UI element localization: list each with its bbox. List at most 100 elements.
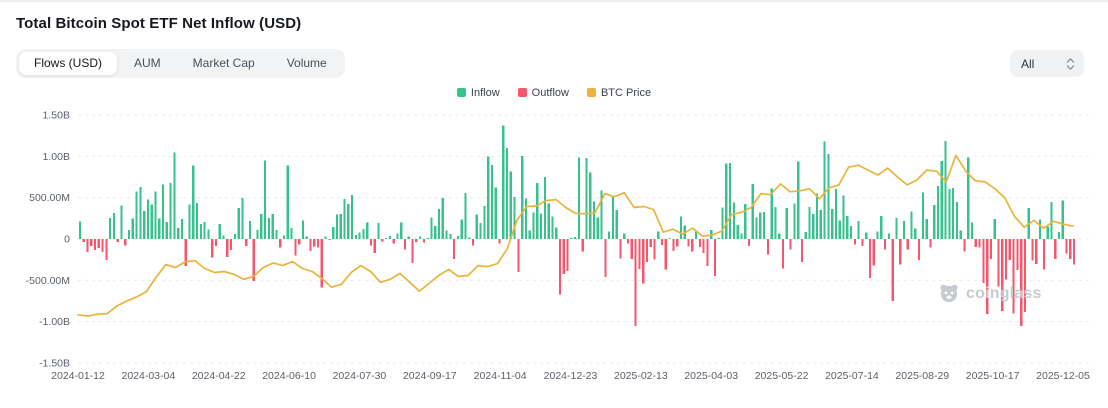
- inflow-bar: [509, 171, 512, 239]
- inflow-bar: [456, 235, 460, 239]
- inflow-bar: [146, 199, 150, 239]
- inflow-bar: [955, 202, 959, 239]
- inflow-bar: [812, 214, 815, 239]
- inflow-bar: [233, 233, 236, 239]
- outflow-bar: [403, 239, 407, 250]
- inflow-bar: [933, 205, 936, 239]
- outflow-bar: [313, 239, 316, 247]
- inflow-bar: [434, 225, 437, 239]
- inflow-bar: [218, 223, 221, 239]
- inflow-bar: [158, 218, 161, 239]
- outflow-bar: [853, 239, 856, 245]
- inflow-bar: [834, 189, 838, 239]
- inflow-bar: [282, 235, 286, 239]
- chart-legend: Inflow Outflow BTC Price: [0, 85, 1108, 100]
- inflow-bar: [770, 188, 773, 239]
- outflow-bar: [800, 239, 804, 262]
- inflow-bar: [521, 155, 524, 239]
- outflow-bar: [747, 239, 751, 247]
- outflow-bar: [630, 239, 633, 260]
- range-filter-dropdown[interactable]: All: [1010, 50, 1084, 77]
- outflow-bar: [1008, 239, 1011, 260]
- inflow-bar: [256, 229, 259, 239]
- inflow-bar: [921, 192, 924, 239]
- outflow-bar: [634, 239, 637, 326]
- outflow-bar: [453, 239, 456, 260]
- legend-swatch: [517, 88, 527, 97]
- range-filter-value: All: [1021, 56, 1035, 71]
- inflow-bar: [445, 230, 448, 239]
- y-tick-label: -1.00B: [39, 316, 70, 328]
- inflow-bar: [763, 211, 766, 239]
- outflow-bar: [989, 239, 993, 259]
- inflow-bar: [608, 231, 611, 239]
- legend-swatch: [456, 88, 466, 97]
- inflow-bar: [887, 233, 890, 239]
- inflow-bar: [400, 222, 403, 239]
- inflow-bar: [260, 213, 263, 239]
- legend-label: Inflow: [470, 86, 500, 99]
- inflow-bar: [437, 208, 441, 239]
- inflow-bar: [876, 231, 879, 239]
- outflow-bar: [316, 239, 320, 248]
- inflow-bar: [449, 233, 452, 239]
- inflow-bar: [528, 230, 531, 239]
- inflow-bar: [914, 228, 917, 239]
- outflow-bar: [626, 239, 630, 244]
- inflow-bar: [305, 236, 308, 239]
- tab-aum[interactable]: AUM: [119, 52, 176, 75]
- tab-market-cap[interactable]: Market Cap: [178, 52, 270, 75]
- inflow-bar: [468, 237, 471, 239]
- legend-item-outflow[interactable]: Outflow: [517, 87, 569, 99]
- inflow-bar: [532, 212, 535, 239]
- inflow-bar: [483, 205, 486, 239]
- inflow-bar: [505, 148, 509, 239]
- tab-volume[interactable]: Volume: [272, 52, 342, 75]
- outflow-bar: [649, 239, 652, 247]
- outflow-bar: [664, 239, 667, 270]
- inflow-bar: [717, 238, 720, 239]
- y-tick-label: 1.00B: [43, 151, 70, 163]
- outflow-bar: [211, 239, 214, 258]
- inflow-bar: [759, 212, 762, 239]
- inflow-bar: [785, 207, 788, 239]
- outflow-bar: [619, 239, 622, 259]
- outflow-bar: [638, 239, 641, 270]
- legend-item-inflow[interactable]: Inflow: [456, 86, 500, 99]
- outflow-bar: [328, 239, 331, 241]
- outflow-bar: [1054, 239, 1057, 260]
- outflow-bar: [1023, 239, 1027, 312]
- inflow-bar: [490, 165, 494, 239]
- inflow-bar: [819, 210, 822, 239]
- outflow-bar: [214, 239, 218, 247]
- tab-flows-usd[interactable]: Flows (USD): [19, 52, 117, 75]
- inflow-bar: [574, 236, 577, 239]
- outflow-bar: [411, 239, 414, 263]
- x-tick-label: 2024-11-04: [474, 370, 527, 382]
- inflow-bar: [441, 198, 444, 239]
- inflow-bar: [475, 214, 478, 239]
- outflow-bar: [97, 239, 100, 248]
- inflow-bar: [324, 236, 327, 239]
- inflow-bar: [419, 236, 422, 239]
- inflow-bar: [286, 165, 289, 239]
- inflow-bar: [135, 191, 138, 239]
- inflow-bar: [487, 156, 490, 239]
- inflow-bar: [551, 216, 554, 239]
- inflow-bar: [377, 222, 380, 239]
- outflow-bar: [789, 239, 792, 250]
- x-tick-label: 2024-09-17: [403, 370, 457, 382]
- inflow-bar: [729, 163, 732, 239]
- outflow-bar: [974, 239, 977, 247]
- outflow-bar: [392, 239, 395, 244]
- inflow-bar: [615, 210, 618, 239]
- inflow-bar: [195, 202, 199, 239]
- outflow-bar: [245, 239, 248, 246]
- inflow-bar: [199, 224, 202, 239]
- outflow-bar: [498, 239, 501, 244]
- outflow-bar: [1016, 239, 1019, 270]
- inflow-bar: [880, 216, 883, 239]
- inflow-bar: [188, 204, 191, 239]
- x-tick-label: 2024-12-23: [544, 370, 598, 382]
- legend-item-btc-price[interactable]: BTC Price: [586, 87, 651, 99]
